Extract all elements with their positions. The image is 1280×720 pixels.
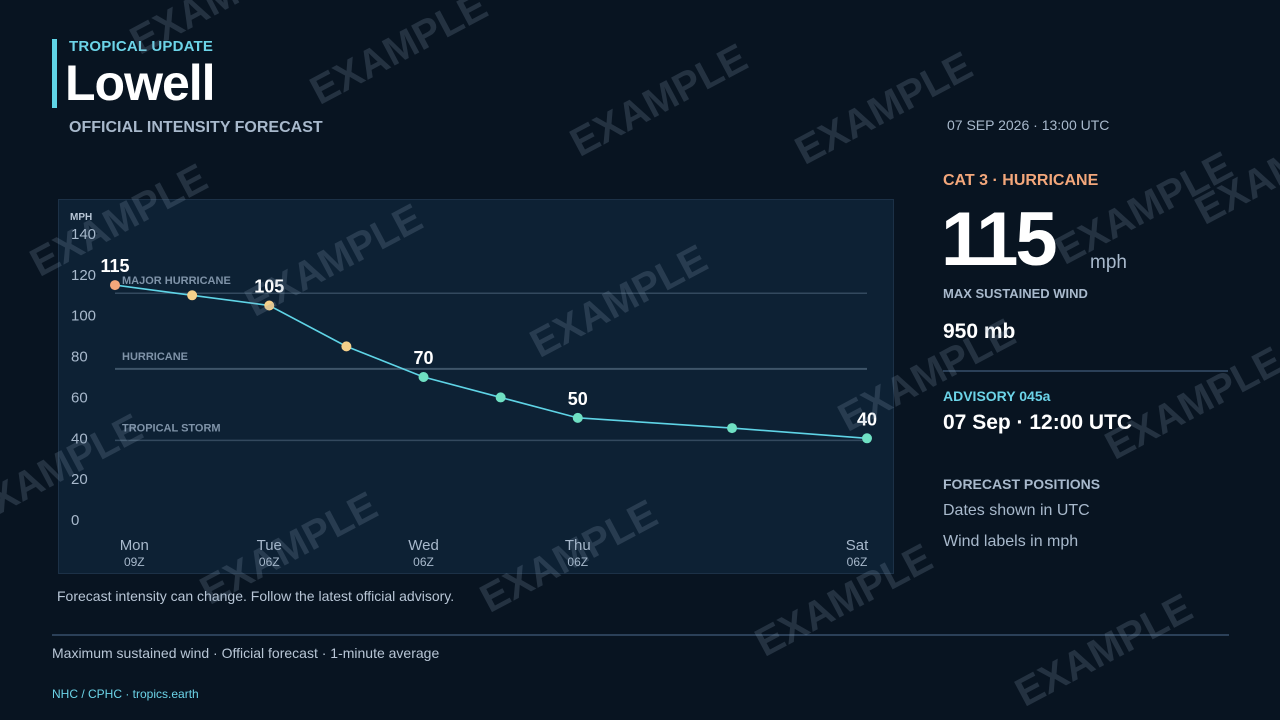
- y-tick-label: 80: [71, 349, 88, 366]
- threshold-label: HURRICANE: [122, 351, 188, 363]
- x-tick-day: Thu: [565, 537, 591, 554]
- y-tick-label: 20: [71, 471, 88, 488]
- y-axis-label: MPH: [70, 212, 92, 223]
- y-tick-label: 40: [71, 430, 88, 447]
- data-point: [110, 280, 120, 291]
- data-label: 115: [100, 256, 129, 276]
- data-point: [572, 412, 583, 423]
- watermark-text: EXAMPLE: [1008, 586, 1199, 716]
- data-point: [187, 290, 198, 301]
- data-label: 50: [568, 389, 588, 409]
- pressure-value: 950 mb: [943, 320, 1016, 343]
- footer-caption: Maximum sustained wind · Official foreca…: [52, 645, 440, 661]
- max-wind-label: MAX SUSTAINED WIND: [943, 286, 1088, 301]
- data-point: [264, 300, 275, 311]
- watermark-text: EXAMPLE: [1048, 144, 1239, 274]
- page-subtitle: OFFICIAL INTENSITY FORECAST: [69, 119, 323, 136]
- x-tick-time: 06Z: [259, 555, 280, 569]
- threshold-label: TROPICAL STORM: [122, 422, 221, 434]
- watermark-text: EXAMPLE: [303, 0, 494, 113]
- y-tick-label: 140: [71, 226, 96, 243]
- x-tick-time: 06Z: [847, 555, 868, 569]
- y-tick-label: 100: [71, 308, 96, 325]
- y-tick-label: 0: [71, 512, 79, 529]
- forecast-positions-label: FORECAST POSITIONS: [943, 476, 1101, 492]
- footer-divider: [52, 634, 1229, 636]
- x-tick-day: Sat: [846, 537, 869, 554]
- max-wind-value: 115: [941, 197, 1058, 282]
- category-label: CAT 3 · HURRICANE: [943, 172, 1099, 189]
- data-point: [727, 423, 738, 434]
- threshold-label: MAJOR HURRICANE: [122, 275, 231, 287]
- advisory-time: 07 Sep · 12:00 UTC: [943, 411, 1133, 434]
- watermark-text: EXAMPLE: [563, 36, 754, 166]
- forecast-note-units: Wind labels in mph: [943, 533, 1079, 550]
- chart-disclaimer: Forecast intensity can change. Follow th…: [57, 588, 455, 604]
- source-credit: NHC / CPHC · tropics.earth: [52, 687, 199, 701]
- data-point: [862, 433, 872, 444]
- issued-timestamp: 07 SEP 2026 · 13:00 UTC: [947, 117, 1110, 133]
- advisory-label: ADVISORY 045a: [943, 388, 1051, 404]
- x-tick-time: 06Z: [567, 555, 588, 569]
- x-tick-day: Tue: [257, 537, 282, 554]
- header-accent-bar: [52, 39, 57, 108]
- data-point: [341, 341, 352, 352]
- x-tick-day: Mon: [120, 537, 149, 554]
- data-point: [418, 372, 429, 382]
- x-tick-time: 09Z: [124, 555, 145, 569]
- data-point: [495, 392, 506, 403]
- watermark-text: EXAMPLE: [1188, 104, 1280, 234]
- sidebar-divider: [943, 370, 1228, 372]
- series-line: [114, 284, 868, 440]
- data-label: 40: [857, 409, 877, 429]
- x-tick-time: 06Z: [413, 555, 434, 569]
- forecast-note-dates: Dates shown in UTC: [943, 502, 1090, 519]
- max-wind-unit: mph: [1090, 252, 1127, 273]
- watermark-text: EXAMPLE: [1098, 339, 1280, 469]
- y-tick-label: 60: [71, 389, 88, 406]
- intensity-chart-panel: MPH 0 20 40 60 80 100 120 140 MAJOR HURRICANE HURR…: [58, 199, 894, 574]
- data-label: 105: [254, 277, 284, 297]
- storm-name: Lowell: [65, 55, 216, 111]
- intensity-chart: MPH 0 20 40 60 80 100 120 140 MAJOR HURRICANE HURR…: [70, 212, 877, 569]
- data-label: 70: [413, 348, 433, 368]
- x-tick-day: Wed: [408, 537, 439, 554]
- eyebrow-label: TROPICAL UPDATE: [69, 38, 214, 55]
- watermark-text: EXAMPLE: [788, 44, 979, 174]
- y-tick-label: 120: [71, 267, 96, 284]
